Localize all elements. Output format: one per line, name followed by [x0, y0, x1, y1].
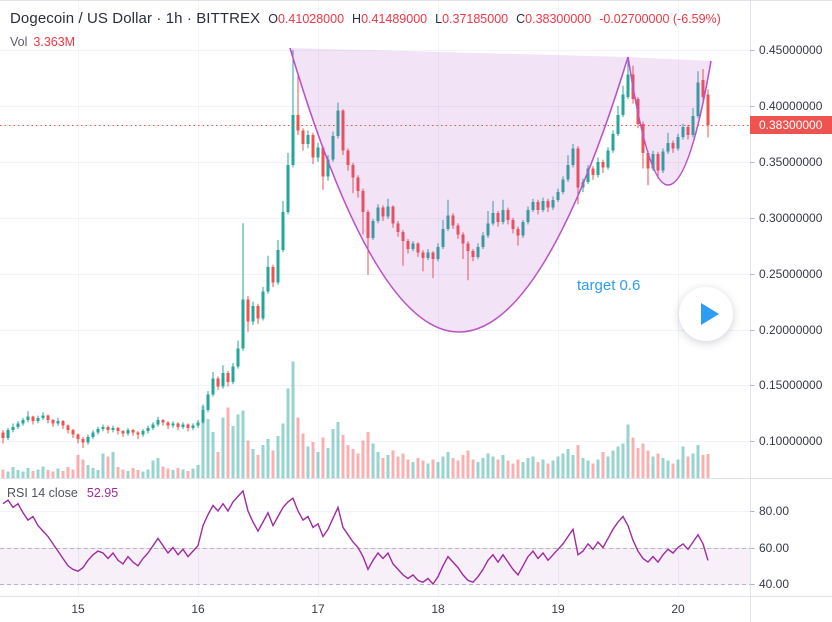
pattern-target-annotation[interactable]: target 0.6 [577, 277, 641, 294]
ohlc-low: L0.37185000 [435, 12, 509, 26]
time-axis-label: 20 [671, 602, 685, 616]
grid-layer [0, 1, 751, 597]
cup-and-handle-pattern[interactable] [289, 47, 712, 333]
price-axis-label: 0.45000000 [759, 43, 823, 57]
rsi-axis-label: 60.00 [759, 541, 790, 555]
time-axis-label: 16 [191, 602, 205, 616]
price-axis-label: 0.40000000 [759, 99, 823, 113]
volume-value: 3.363M [33, 35, 76, 49]
replay-play-button[interactable] [679, 287, 733, 341]
rsi-axis-label: 40.00 [759, 577, 790, 591]
price-axis-label: 0.15000000 [759, 378, 823, 392]
time-axis-label: 17 [311, 602, 325, 616]
play-icon [701, 303, 719, 325]
symbol-title[interactable]: Dogecoin / US Dollar · 1h · BITTREX [10, 10, 261, 27]
ohlc-close: C0.38300000 [516, 12, 592, 26]
volume-layer [1, 361, 710, 478]
rsi-legend[interactable]: RSI 14 close 52.95 [7, 486, 118, 500]
rsi-band [0, 547, 751, 585]
time-axis[interactable]: 15 16 17 18 19 20 [0, 597, 750, 622]
symbol-header: Dogecoin / US Dollar · 1h · BITTREX O0.4… [10, 10, 721, 27]
ohlc-high: H0.41489000 [352, 12, 428, 26]
rsi-legend-title: RSI 14 close [7, 486, 78, 500]
rsi-axis[interactable]: 80.00 60.00 40.00 [750, 479, 832, 596]
volume-legend: Vol 3.363M [10, 35, 75, 49]
time-axis-label: 15 [71, 602, 85, 616]
time-axis-label: 19 [551, 602, 565, 616]
ohlc-open: O0.41028000 [268, 12, 345, 26]
price-axis-label: 0.35000000 [759, 155, 823, 169]
price-change: -0.02700000 (-6.59%) [599, 12, 721, 26]
price-axis-label: 0.30000000 [759, 211, 823, 225]
rsi-line [2, 489, 709, 586]
price-axis-label: 0.10000000 [759, 434, 823, 448]
price-axis-label: 0.25000000 [759, 267, 823, 281]
time-axis-label: 18 [431, 602, 445, 616]
last-price-badge: 0.38300000 [750, 116, 832, 134]
volume-label: Vol [10, 35, 28, 49]
rsi-axis-label: 80.00 [759, 504, 790, 518]
price-axis-label: 0.20000000 [759, 323, 823, 337]
rsi-legend-value: 52.95 [86, 486, 119, 500]
price-axis[interactable]: 0.45000000 0.40000000 0.35000000 0.30000000… [750, 1, 832, 478]
